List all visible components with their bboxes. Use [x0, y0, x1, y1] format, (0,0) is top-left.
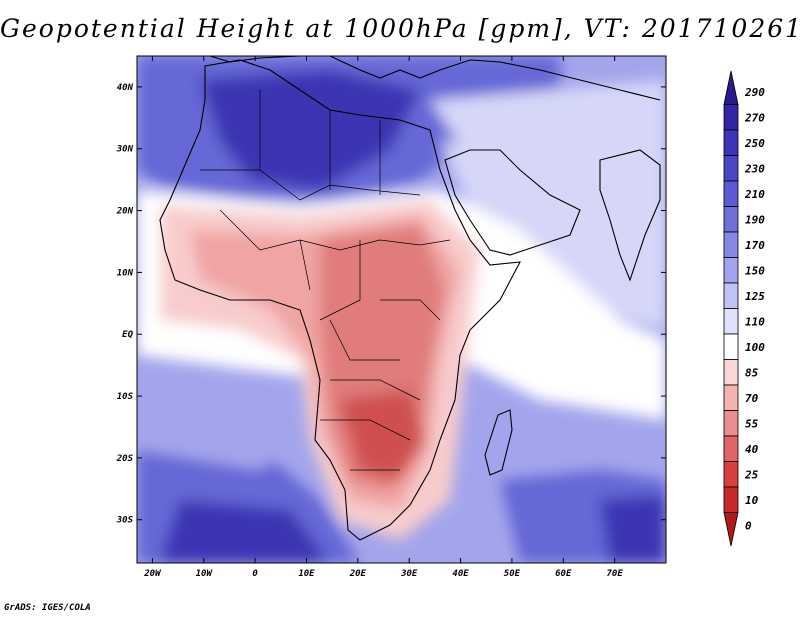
field-southeast-deep [600, 495, 666, 563]
latitude-ticks: 40N 30N 20N 10N EQ 10S 20S 30S [116, 83, 666, 526]
arabia-coastline [444, 149, 581, 256]
colorbar-segment [723, 384, 739, 411]
colorbar-segment [723, 435, 739, 462]
lon-tick-label: 50E [504, 569, 521, 579]
map-frame [136, 55, 667, 564]
colorbar: 2902702502302101901701501251101008570554… [723, 70, 765, 547]
lat-tick-label: EQ [122, 330, 133, 340]
colorbar-segment [723, 486, 739, 513]
colorbar-arrow-bottom [723, 512, 739, 547]
colorbar-label: 10 [745, 494, 759, 507]
colorbar-segment [723, 308, 739, 335]
colorbar-label: 40 [745, 443, 759, 456]
height-field [137, 56, 666, 563]
colorbar-segment [723, 257, 739, 284]
colorbar-segment [723, 155, 739, 182]
colorbar-segment [723, 180, 739, 207]
lon-tick-label: 0 [252, 569, 258, 579]
lat-tick-label: 20N [116, 207, 134, 217]
lat-tick-label: 30N [116, 145, 134, 155]
colorbar-segment [723, 359, 739, 386]
colorbar-label: 290 [744, 86, 765, 99]
colorbar-label: 110 [745, 315, 765, 328]
field-sahara-deep [200, 70, 420, 190]
colorbar-arrow-top [723, 70, 739, 105]
lon-tick-label: 20W [143, 569, 162, 579]
colorbar-label: 125 [745, 290, 765, 303]
colorbar-segment [723, 206, 739, 233]
colorbar-label: 190 [745, 213, 765, 226]
colorbar-label: 250 [744, 137, 765, 150]
lat-tick-label: 40N [117, 83, 134, 93]
country-borders [200, 90, 451, 471]
europe-coastline [209, 56, 661, 101]
colorbar-segment [723, 129, 739, 156]
colorbar-label: 100 [745, 341, 765, 354]
colorbar-label: 270 [744, 111, 765, 124]
map-title: Geopotential Height at 1000hPa [gpm], VT… [0, 14, 800, 43]
lon-tick-label: 30E [400, 569, 418, 579]
colorbar-label: 230 [744, 162, 765, 175]
colorbar-segment [723, 282, 739, 309]
coastlines [159, 56, 661, 541]
colorbar-label: 170 [745, 239, 765, 252]
colorbar-segment [723, 231, 739, 258]
lat-tick-label: 10S [117, 392, 134, 402]
india-coastline [599, 149, 661, 282]
lat-tick-label: 10N [117, 268, 134, 278]
colorbar-segment [723, 104, 739, 131]
field-deep-red [340, 390, 425, 480]
colorbar-segment [723, 410, 739, 437]
field-arabia-pale [440, 140, 666, 330]
field-west-blue [137, 385, 300, 470]
colorbar-label: 25 [744, 468, 759, 481]
madagascar-coastline [484, 409, 513, 476]
africa-coastline [159, 59, 521, 541]
colorbar-label: 70 [745, 392, 759, 405]
grads-credit: GrADS: IGES/COLA [4, 603, 91, 613]
lon-tick-label: 60E [555, 569, 572, 579]
lon-tick-label: 10W [196, 569, 214, 579]
lat-tick-label: 30S [116, 516, 134, 526]
lon-tick-label: 20E [349, 569, 367, 579]
field-south-deep [160, 500, 330, 563]
lon-tick-label: 40E [452, 569, 469, 579]
colorbar-label: 210 [744, 188, 765, 201]
colorbar-segment [723, 333, 739, 360]
colorbar-label: 85 [745, 366, 759, 379]
colorbar-label: 55 [745, 417, 759, 430]
lon-tick-label: 70E [607, 569, 624, 579]
longitude-ticks: 20W 10W 0 10E 20E 30E 40E 50E 60E 70E [143, 56, 623, 579]
colorbar-label: 150 [745, 264, 765, 277]
colorbar-label: 0 [745, 519, 752, 532]
lat-tick-label: 20S [116, 454, 134, 464]
colorbar-segment [723, 461, 739, 488]
lon-tick-label: 10E [298, 569, 315, 579]
